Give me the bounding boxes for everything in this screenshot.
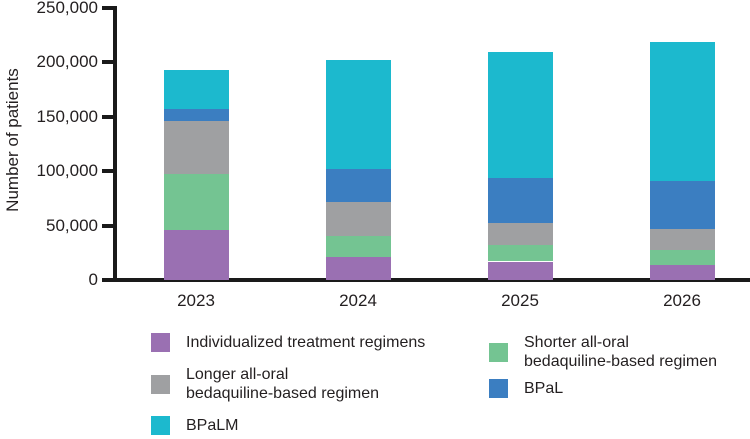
y-tick-mark — [102, 278, 113, 282]
y-tick-label: 200,000 — [36, 52, 98, 72]
legend-column-right: Shorter all-oral bedaquiline-based regim… — [489, 333, 717, 398]
legend-item: Shorter all-oral bedaquiline-based regim… — [489, 333, 717, 371]
bar-segment — [487, 223, 553, 246]
legend-swatch — [151, 416, 170, 435]
legend-item: Individualized treatment regimens — [151, 333, 425, 352]
x-tick-label: 2025 — [501, 291, 539, 310]
legend-label: Shorter all-oral bedaquiline-based regim… — [524, 334, 718, 370]
legend-item: BPaLM — [151, 416, 425, 435]
legend-swatch — [489, 342, 508, 362]
bar-segment — [325, 257, 391, 280]
legend-item: Longer all-oral bedaquiline-based regime… — [151, 365, 425, 403]
bar-segment — [487, 245, 553, 262]
legend-label: Longer all-oral bedaquiline-based regime… — [186, 366, 380, 402]
x-axis-line — [113, 278, 750, 282]
bar-segment — [163, 70, 229, 110]
y-tick-label: 150,000 — [36, 106, 98, 126]
bar-segment — [487, 177, 553, 224]
y-tick-mark — [102, 114, 113, 119]
bar-segment — [487, 51, 553, 178]
y-tick-mark — [102, 223, 113, 228]
bar-segment — [325, 236, 391, 258]
bar-segment — [649, 249, 715, 265]
legend-swatch — [151, 333, 170, 352]
y-axis-line — [113, 6, 117, 282]
legend-item: BPaL — [489, 379, 717, 398]
legend-label: BPaL — [524, 380, 564, 397]
bar-segment — [163, 229, 229, 280]
bar-segment — [163, 109, 229, 122]
legend-label: Individualized treatment regimens — [186, 334, 426, 351]
bar-segment — [325, 60, 391, 170]
bar-segment — [325, 201, 391, 237]
y-tick-label: 100,000 — [36, 161, 98, 181]
bar-segment — [163, 174, 229, 230]
bar-segment — [163, 121, 229, 175]
y-tick-label: 0 — [88, 270, 98, 289]
y-axis-title: Number of patients — [3, 68, 22, 212]
y-tick-label: 250,000 — [36, 0, 98, 17]
bar-segment — [487, 261, 553, 280]
bar-segment — [649, 228, 715, 250]
x-tick-label: 2024 — [339, 291, 377, 310]
legend-column-left: Individualized treatment regimens Longer … — [151, 333, 425, 435]
bar-segment — [649, 264, 715, 280]
legend-swatch — [151, 374, 170, 394]
y-tick-mark — [102, 60, 113, 65]
x-tick-label: 2023 — [177, 291, 215, 310]
legend-swatch — [489, 379, 508, 398]
bar-segment — [649, 180, 715, 229]
y-tick-mark — [102, 6, 113, 10]
bar-segment — [325, 169, 391, 202]
y-tick-label: 50,000 — [46, 215, 98, 235]
y-tick-mark — [102, 169, 113, 174]
legend-label: BPaLM — [186, 417, 239, 434]
x-tick-label: 2026 — [663, 291, 701, 310]
bar-segment — [649, 41, 715, 181]
